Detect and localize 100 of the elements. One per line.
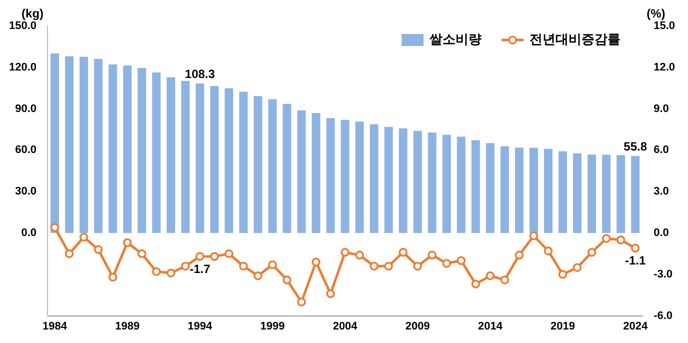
- y2-tick-label: 3.0: [654, 186, 669, 198]
- bar: [94, 58, 103, 233]
- y2-tick-label: 6.0: [654, 144, 669, 156]
- bar: [138, 68, 146, 233]
- y2-tick-label: 9.0: [654, 102, 669, 115]
- y-axis-title: (kg): [22, 6, 44, 20]
- point: [239, 262, 248, 271]
- bar: [588, 154, 596, 233]
- legend-label: 전년대비증감률: [530, 32, 621, 47]
- x-tick-label: 1984: [42, 320, 68, 332]
- y2-tick-label: 15.0: [654, 20, 676, 32]
- x-tick-label: 2019: [550, 320, 576, 332]
- x-tick-label: 1989: [115, 320, 140, 332]
- bar: [500, 146, 509, 233]
- bar: [152, 72, 161, 233]
- y-tick-label: 150.0: [8, 20, 37, 32]
- bar: [428, 132, 436, 233]
- bar: [50, 53, 60, 233]
- point: [340, 248, 350, 257]
- point: [297, 298, 306, 306]
- point: [630, 244, 640, 253]
- point: [196, 252, 204, 261]
- bar: [471, 140, 480, 233]
- bar: [239, 92, 248, 233]
- point: [370, 262, 378, 271]
- bar: [529, 148, 538, 233]
- bar: [196, 84, 204, 233]
- bar: [398, 128, 408, 233]
- bar: [326, 118, 335, 233]
- bar: [297, 110, 306, 233]
- point: [210, 252, 219, 261]
- bar: [616, 155, 626, 233]
- bar: [210, 86, 219, 233]
- x-tick-label: 2014: [478, 320, 504, 332]
- bar: [573, 153, 582, 233]
- y2-tick-label: -3.0: [654, 268, 673, 280]
- point: [79, 232, 88, 242]
- y2-tick-label: 0.0: [654, 227, 669, 240]
- point: [64, 249, 74, 258]
- x-tick-label: 2024: [623, 320, 648, 332]
- bar: [384, 126, 393, 233]
- bar: [355, 122, 364, 233]
- point: [529, 231, 538, 240]
- point: [544, 246, 553, 256]
- data-label: 108.3: [184, 66, 216, 81]
- point: [224, 249, 234, 258]
- point: [282, 276, 292, 284]
- y2-tick-label: -6.0: [654, 310, 673, 322]
- point: [398, 248, 408, 257]
- bar: [80, 56, 88, 233]
- y-tick-label: 30.0: [15, 186, 37, 198]
- y-tick-label: 120.0: [8, 61, 37, 74]
- point: [122, 238, 132, 248]
- bar: [370, 124, 378, 233]
- point: [616, 236, 626, 244]
- x-tick-label: 1999: [260, 320, 285, 332]
- bar: [312, 112, 320, 233]
- y2-axis-title: (%): [646, 6, 666, 20]
- point: [413, 262, 422, 271]
- point: [500, 276, 510, 284]
- point: [486, 271, 495, 280]
- bar: [544, 148, 552, 233]
- point: [355, 250, 364, 260]
- point: [268, 260, 277, 270]
- y-tick-label: 60.0: [15, 144, 37, 156]
- point: [152, 267, 161, 276]
- bar: [456, 136, 466, 233]
- bar: [413, 130, 422, 233]
- x-tick-label: 2009: [405, 320, 430, 332]
- legend-label: 쌀소비량: [428, 32, 482, 47]
- x-tick-label: 1994: [188, 320, 214, 332]
- point: [428, 250, 437, 260]
- bar: [602, 154, 611, 233]
- bar: [123, 65, 132, 233]
- point: [587, 248, 596, 257]
- bar: [254, 96, 262, 233]
- point: [166, 268, 176, 278]
- point: [558, 270, 568, 279]
- point: [108, 272, 118, 282]
- bar: [558, 151, 568, 233]
- point: [602, 234, 611, 243]
- bar: [224, 88, 234, 233]
- point: [471, 280, 480, 288]
- bar: [108, 64, 118, 233]
- point: [254, 271, 262, 280]
- bar: [514, 148, 524, 233]
- point: [572, 263, 582, 272]
- bar: [282, 104, 292, 233]
- bar: [65, 56, 74, 233]
- point: [442, 258, 452, 268]
- y2-tick-label: 12.0: [654, 61, 676, 74]
- point: [456, 256, 466, 265]
- y-tick-label: 0.0: [21, 227, 37, 240]
- data-label: -1.7: [190, 262, 211, 276]
- point: [181, 262, 190, 271]
- point: [514, 250, 524, 260]
- point: [94, 245, 103, 254]
- data-label: 55.8: [624, 139, 648, 154]
- data-label: -1.1: [624, 253, 646, 268]
- point: [384, 262, 393, 271]
